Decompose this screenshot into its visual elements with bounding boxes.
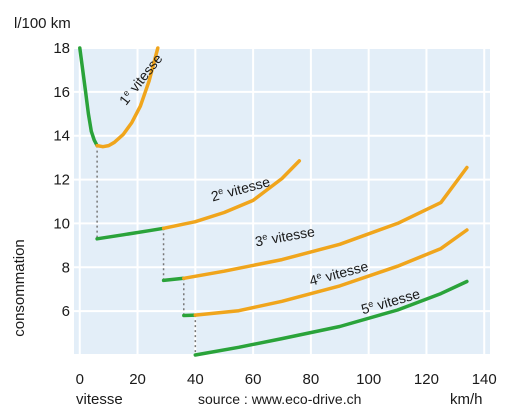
x-tick-label: 60 [245,371,262,388]
y-tick-label: 14 [53,128,70,145]
gear-2-curve-green [95,226,166,241]
gear-2-curve-orange [161,159,302,231]
gear-5-curve-green [193,279,469,357]
x-tick-label: 20 [129,371,146,388]
gear-3-curve-orange [182,165,469,281]
gear-curves [78,46,469,357]
source-note: source : www.eco-drive.ch [198,391,361,405]
x-tick-label: 80 [303,371,320,388]
x-tick-label: 0 [76,371,84,388]
x-tick-label: 120 [414,371,439,388]
x-axis-left-label: vitesse [76,391,123,405]
gear-3-curve-green [161,276,186,283]
gear-1-curve-orange [95,46,160,149]
y-tick-label: 12 [53,172,70,189]
y-axis-title: consommation [11,239,28,337]
gear-1-curve-green [78,46,99,148]
gear-4-curve-orange [193,228,469,317]
y-tick-label: 16 [53,84,70,101]
y-tick-labels: 6 8 10 12 14 16 18 [53,40,70,320]
gear-shift-lines [96,145,197,355]
x-tick-label: 40 [187,371,204,388]
y-tick-label: 18 [53,40,70,57]
x-tick-label: 140 [472,371,497,388]
y-tick-label: 6 [62,303,70,320]
y-tick-label: 10 [53,215,70,232]
x-axis-unit: km/h [450,391,483,405]
grid [74,47,490,356]
y-unit-label: l/100 km [14,15,71,32]
y-tick-label: 8 [62,259,70,276]
x-tick-label: 100 [356,371,381,388]
x-tick-labels: 0 20 40 60 80 100 120 140 [76,371,497,388]
